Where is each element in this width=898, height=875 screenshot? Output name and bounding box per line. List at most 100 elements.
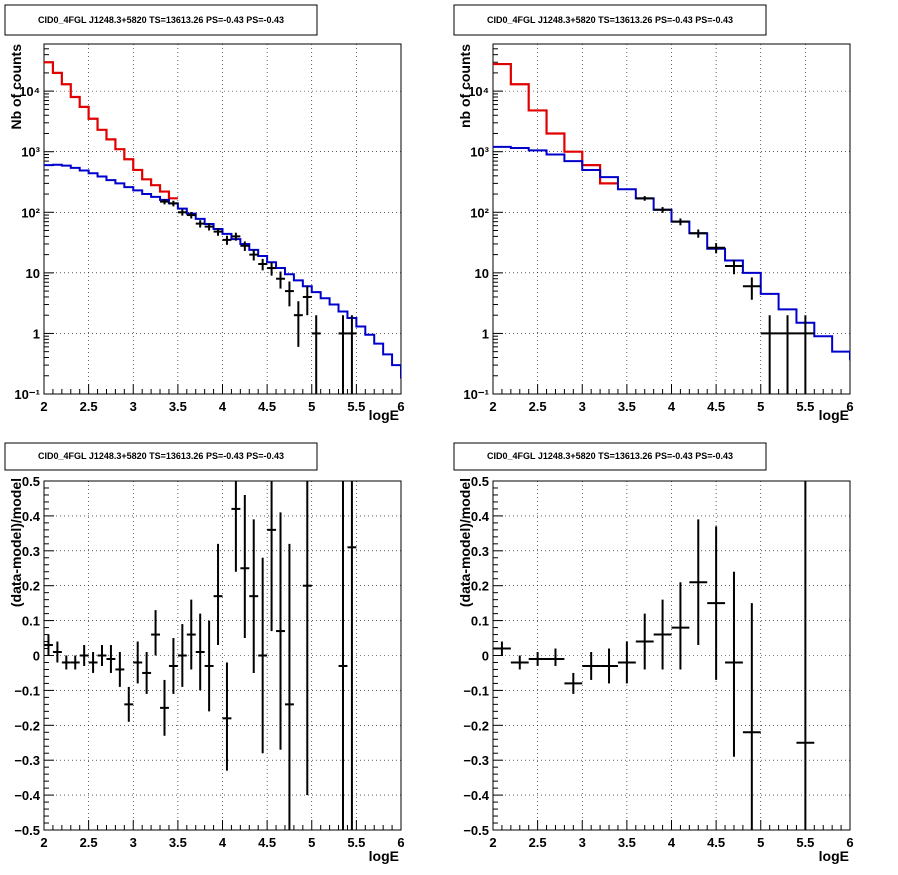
x-tick-label: 4.5 (707, 399, 725, 414)
y-tick-label: 0 (33, 649, 40, 664)
x-tick-label: 6 (846, 399, 853, 414)
data-point (195, 613, 205, 691)
x-tick-label: 4.5 (258, 399, 276, 414)
y-tick-label: 10⁴ (468, 84, 489, 99)
y-tick-label: 0 (482, 649, 489, 664)
data-point (204, 223, 214, 231)
x-tick-label: 3 (130, 399, 137, 414)
x-axis-title: logE (369, 407, 399, 423)
data-point (133, 641, 143, 684)
y-tick-label: 0.1 (471, 614, 489, 629)
data-point (222, 235, 232, 245)
data-point (142, 652, 152, 694)
x-tick-label: 2.5 (80, 399, 98, 414)
data-point (302, 481, 312, 796)
y-tick-label: 10² (21, 205, 40, 220)
data-point (707, 526, 726, 680)
data-layer (493, 481, 815, 830)
y-tick-label: 0.5 (22, 474, 40, 489)
data-point (725, 259, 743, 275)
x-tick-label: 3.5 (618, 835, 636, 850)
y-tick-label: 0.2 (471, 579, 489, 594)
panel-top-right: CID0_4FGL J1248.3+5820 TS=13613.26 PS=-0… (453, 4, 854, 423)
data-point (302, 286, 312, 316)
data-point (276, 512, 285, 750)
data-point (600, 648, 618, 684)
y-tick-label: −0.1 (463, 683, 489, 698)
y-tick-label: 0.4 (471, 509, 490, 524)
data-point (760, 315, 779, 394)
title-box (453, 442, 767, 471)
title-box (4, 4, 318, 36)
data-point (231, 232, 241, 241)
y-tick-label: −0.3 (463, 753, 489, 768)
data-point (52, 641, 62, 663)
data-point (742, 277, 761, 300)
x-tick-label: 3.5 (169, 399, 187, 414)
y-axis-title: (data-model)/model (8, 478, 24, 607)
x-tick-label: 4 (219, 835, 227, 850)
data-point (564, 672, 583, 694)
data-point (151, 610, 161, 656)
x-tick-label: 4 (668, 835, 676, 850)
data-point (689, 229, 708, 238)
y-tick-label: −0.4 (463, 788, 489, 803)
data-point (347, 481, 357, 830)
data-point (689, 519, 708, 646)
data-point (44, 634, 53, 656)
y-tick-label: 1 (33, 326, 40, 341)
data-layer (44, 481, 357, 830)
panel-bottom-right: CID0_4FGL J1248.3+5820 TS=13613.26 PS=-0… (453, 442, 854, 864)
y-axis-title: (data-model)/model (457, 478, 473, 607)
y-tick-label: 0.5 (471, 474, 489, 489)
x-tick-label: 6 (397, 835, 404, 850)
x-tick-label: 5.5 (347, 835, 365, 850)
data-point (186, 599, 196, 670)
y-tick-label: 10⁻¹ (14, 387, 40, 402)
y-tick-label: 10³ (21, 145, 40, 160)
x-tick-label: 5 (308, 399, 315, 414)
data-point (725, 571, 743, 757)
x-tick-label: 6 (397, 399, 404, 414)
data-point (778, 315, 797, 394)
x-tick-label: 3 (579, 399, 586, 414)
data-point (671, 582, 690, 670)
series-line (44, 163, 401, 379)
y-tick-label: 0.3 (471, 544, 489, 559)
y-tick-label: 10 (26, 266, 40, 281)
plot-area: 2 2.5 3 3.5 4 4.5 5 5.5 6 10⁻¹ 1 10 10² 10³ 10⁴ (463, 43, 854, 414)
data-point (311, 315, 321, 394)
data-point (653, 207, 672, 213)
x-tick-label: 3.5 (618, 399, 636, 414)
y-tick-label: 0.4 (22, 509, 41, 524)
data-point (88, 652, 98, 673)
data-point (796, 315, 815, 394)
data-point (742, 603, 761, 830)
chart-title: CID0_4FGL J1248.3+5820 TS=13613.26 PS=-0… (38, 15, 284, 25)
data-point (97, 645, 107, 666)
plot-area: 2 2.5 3 3.5 4 4.5 5 5.5 6 −0.5 −0.4 −0.3 −0.2 −0.1 0 0.… (463, 474, 853, 850)
data-point (240, 241, 250, 251)
x-tick-label: 2 (40, 399, 47, 414)
y-axis-title: Nb of counts (8, 44, 24, 130)
y-tick-label: −0.2 (463, 718, 489, 733)
data-point (796, 481, 815, 830)
x-tick-label: 4.5 (707, 835, 725, 850)
data-point (204, 620, 214, 712)
x-tick-label: 3 (130, 835, 137, 850)
chart-title: CID0_4FGL J1248.3+5820 TS=13613.26 PS=-0… (487, 15, 733, 25)
x-tick-label: 4.5 (258, 835, 276, 850)
data-point (707, 243, 726, 254)
x-tick-label: 2 (489, 835, 496, 850)
x-tick-label: 2.5 (529, 835, 547, 850)
chart-title: CID0_4FGL J1248.3+5820 TS=13613.26 PS=-0… (487, 451, 733, 461)
data-point (222, 662, 232, 771)
data-point (546, 648, 565, 666)
data-point (160, 679, 169, 736)
plot-area: 2 2.5 3 3.5 4 4.5 5 5.5 6 10⁻¹ 1 10 10² 10³ 10⁴ (14, 43, 405, 414)
data-point (124, 686, 134, 722)
x-tick-label: 3.5 (169, 835, 187, 850)
data-point (258, 258, 268, 271)
y-tick-label: −0.4 (14, 788, 40, 803)
data-point (177, 624, 187, 687)
